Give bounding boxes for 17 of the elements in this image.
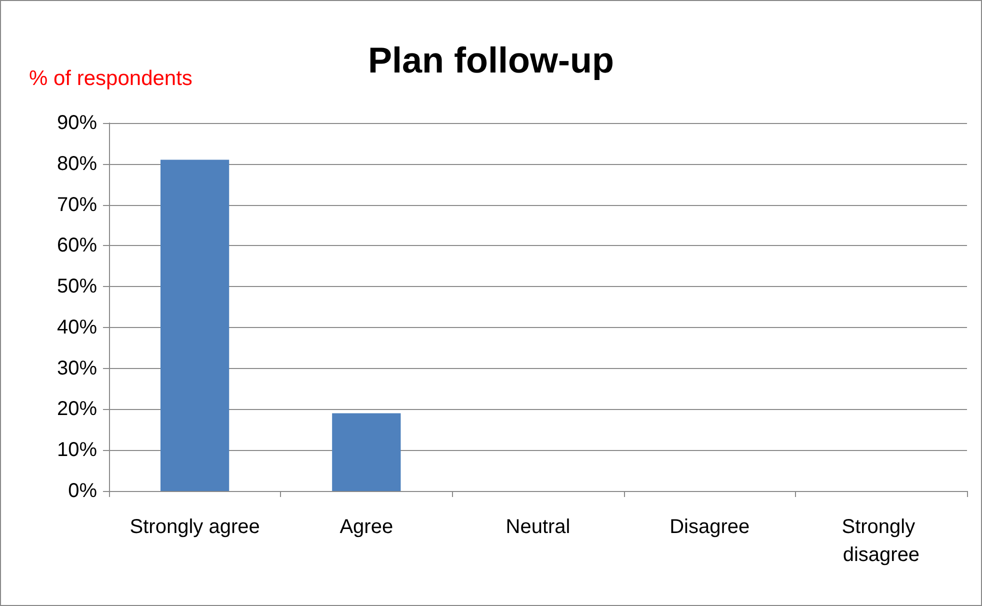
y-tick-label: 80% [56,152,98,175]
y-axis-title: % of respondents [29,67,192,90]
y-tick-label: 30% [56,357,98,380]
y-tick-label: 50% [56,276,98,298]
x-tick-label: Disagree [670,516,750,538]
y-tick-label: 90% [56,112,98,134]
y-tick-label: 40% [56,316,98,338]
y-tick-label: 70% [56,194,98,216]
x-tick-label: Strongly disagree [842,516,921,566]
y-tick-label: 60% [56,234,98,257]
y-tick-label: 10% [56,439,98,462]
x-tick-label: Strongly agree [130,516,260,538]
chart-title: Plan follow-up [368,40,614,80]
x-tick-label: Neutral [506,516,570,538]
x-tick-label: Agree [340,516,394,538]
y-tick-label: 20% [56,398,98,420]
y-tick-label: 0% [68,480,98,502]
